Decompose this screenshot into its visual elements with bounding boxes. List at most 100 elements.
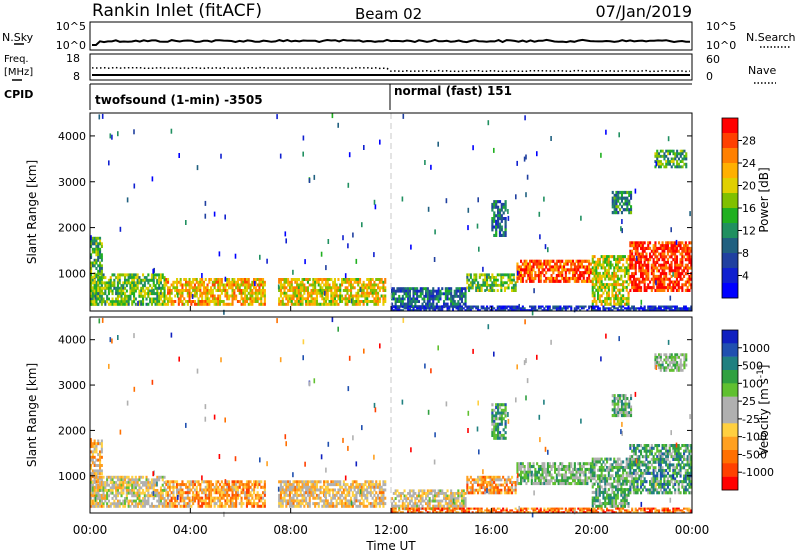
power-echo-cell [90,294,93,298]
power-echo-cell [516,305,519,308]
power-echo-cell [537,271,540,275]
power-echo-cell [158,278,161,282]
velocity-echo-cell [211,488,214,492]
power-echo-cell [217,302,220,306]
power-echo-cell [645,288,648,292]
power-echo-cell [626,208,629,212]
power-echo-cell [541,265,544,269]
power-echo-cell [333,278,336,281]
power-echo-cell [150,292,153,296]
power-echo-cell [308,294,311,298]
velocity-echo-cell [158,491,161,495]
power-echo-cell [652,244,655,248]
velocity-echo-cell [93,502,96,506]
power-echo-cell [244,297,247,301]
power-echo-cell [165,297,168,301]
velocity-echo-cell [219,504,222,508]
power-echo-cell [566,279,569,283]
power-echo-cell [217,297,220,301]
power-echo-cell [392,289,395,293]
velocity-echo-cell [360,488,363,492]
power-echo-cell [582,259,585,263]
power-echo-cell [681,269,684,273]
velocity-echo-cell [222,491,225,495]
velocity-echo-cell [362,491,365,495]
power-echo-cell [306,278,309,281]
power-echo-cell [532,265,535,269]
velocity-echo-cell [115,494,118,498]
velocity-echo-cell [247,493,250,497]
power-echo-cell [439,307,442,310]
power-echo-cell [448,287,451,291]
power-echo-cell [563,276,566,281]
power-echo-cell [97,292,100,296]
power-echo-cell [91,294,94,298]
velocity-echo-cell [142,504,145,508]
power-echo-cell [586,271,589,275]
power-echo-cell [210,289,213,292]
power-echo-cell [500,286,503,290]
velocity-echo-cell [450,492,453,495]
power-echo-cell [446,294,449,298]
power-echo-cell [489,305,492,308]
velocity-echo-cell [253,485,256,489]
velocity-echo-cell [90,458,93,462]
velocity-echo-cell [303,485,306,489]
power-echo-cell [247,286,250,290]
velocity-echo-cell [91,474,94,478]
power-echo-cell [502,273,505,277]
power-echo-cell [262,289,265,292]
power-echo-cell [256,297,259,301]
velocity-echo-cell [138,497,141,500]
power-echo-cell [494,276,497,279]
power-echo-cell [423,287,426,291]
power-echo-cell [631,280,634,284]
power-echo-cell [690,246,693,250]
power-echo-cell [412,305,415,309]
power-echo-cell [675,266,678,270]
power-echo-dot [427,206,430,212]
power-echo-cell [245,280,248,284]
velocity-echo-cell [147,478,150,482]
power-echo-cell [314,291,317,295]
power-echo-cell [620,277,623,281]
velocity-echo-cell [204,493,207,497]
power-echo-dot [204,200,207,206]
power-echo-cell [315,278,318,281]
power-echo-cell [654,249,657,253]
power-echo-cell [504,219,507,223]
power-echo-cell [95,300,98,304]
power-echo-cell [495,233,498,237]
power-echo-cell [566,276,569,281]
velocity-echo-cell [410,499,413,503]
velocity-echo-cell [351,502,354,506]
power-echo-cell [615,285,618,289]
power-colorbar-tick-label: 20 [742,180,756,193]
power-echo-cell [525,262,528,266]
power-echo-cell [419,287,422,291]
power-echo-cell [441,309,444,312]
velocity-echo-cell [260,493,263,497]
power-echo-cell [675,307,678,310]
velocity-echo-cell [215,502,218,506]
power-echo-cell [586,279,589,283]
power-echo-cell [100,256,103,259]
power-echo-cell [104,276,107,280]
velocity-echo-cell [190,480,193,484]
power-echo-cell [326,286,329,290]
velocity-echo-cell [210,480,213,484]
power-echo-cell [159,302,162,306]
power-echo-cell [611,202,614,206]
power-echo-cell [229,286,232,290]
velocity-echo-cell [138,499,141,503]
power-echo-cell [681,286,684,290]
power-echo-cell [489,276,492,279]
velocity-echo-cell [93,489,96,492]
power-echo-cell [611,190,614,195]
power-echo-cell [116,292,119,296]
velocity-echo-cell [421,499,424,503]
power-echo-cell [625,288,628,292]
power-echo-cell [285,302,288,306]
power-echo-cell [650,272,653,276]
